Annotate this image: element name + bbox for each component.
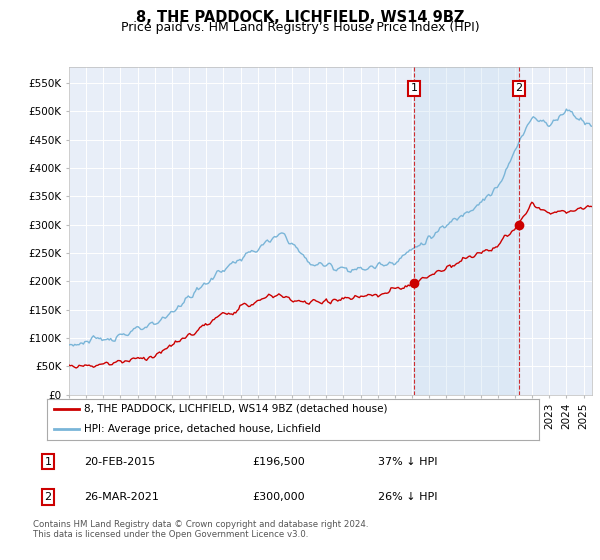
- Text: Price paid vs. HM Land Registry’s House Price Index (HPI): Price paid vs. HM Land Registry’s House …: [121, 21, 479, 34]
- Bar: [415, 67, 519, 395]
- Text: HPI: Average price, detached house, Lichfield: HPI: Average price, detached house, Lich…: [83, 424, 320, 435]
- Text: 1: 1: [44, 457, 52, 466]
- Text: £196,500: £196,500: [252, 457, 305, 466]
- Text: 2: 2: [44, 492, 52, 502]
- Text: Contains HM Land Registry data © Crown copyright and database right 2024.
This d: Contains HM Land Registry data © Crown c…: [33, 520, 368, 539]
- Text: 8, THE PADDOCK, LICHFIELD, WS14 9BZ (detached house): 8, THE PADDOCK, LICHFIELD, WS14 9BZ (det…: [83, 404, 387, 414]
- Text: 37% ↓ HPI: 37% ↓ HPI: [378, 457, 437, 466]
- Text: 20-FEB-2015: 20-FEB-2015: [84, 457, 155, 466]
- Text: 2: 2: [515, 83, 523, 94]
- Text: 26% ↓ HPI: 26% ↓ HPI: [378, 492, 437, 502]
- Text: 1: 1: [411, 83, 418, 94]
- Text: 8, THE PADDOCK, LICHFIELD, WS14 9BZ: 8, THE PADDOCK, LICHFIELD, WS14 9BZ: [136, 10, 464, 25]
- Text: 26-MAR-2021: 26-MAR-2021: [84, 492, 159, 502]
- Text: £300,000: £300,000: [252, 492, 305, 502]
